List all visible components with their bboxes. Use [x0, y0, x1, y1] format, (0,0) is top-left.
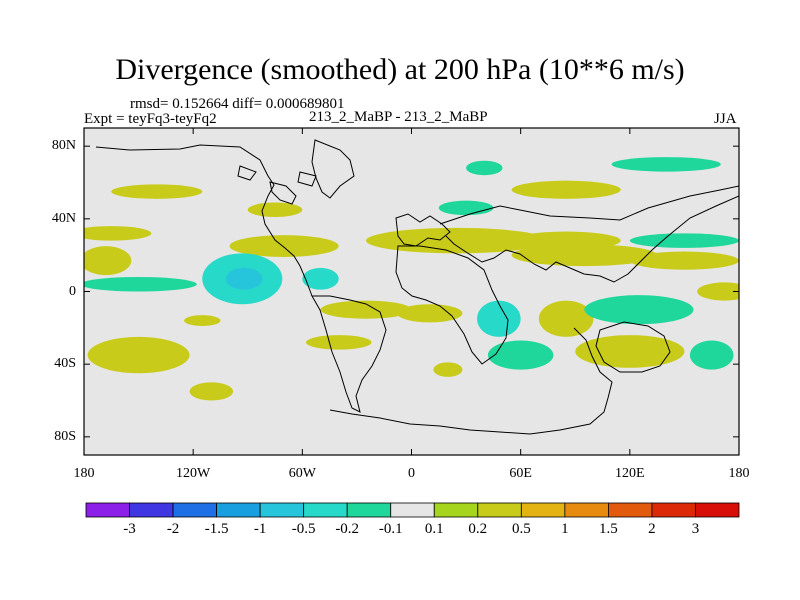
stats-label: rmsd= 0.152664 diff= 0.000689801 [130, 96, 345, 112]
y-tick-label: 40N [51, 210, 76, 226]
contour-region-6 [629, 251, 739, 270]
colorbar-label: -1 [253, 521, 267, 537]
y-tick-label: 80N [51, 138, 76, 154]
y-tick-label: 80S [54, 428, 76, 444]
contour-region-0 [366, 227, 548, 254]
coastline-greenland [311, 139, 355, 199]
contour-region-5 [629, 233, 739, 248]
experiment-label: Expt = teyFq3-teyFq2 [84, 111, 217, 127]
contour-region-8 [84, 246, 132, 276]
contour-region-10 [225, 267, 263, 290]
contour-region-2 [84, 226, 152, 241]
comparison-label: 213_2_MaBP - 213_2_MaBP [309, 109, 488, 125]
x-tick-label: 60W [288, 466, 316, 481]
colorbar-label: 3 [691, 521, 700, 537]
colorbar-swatch [564, 502, 609, 518]
contour-region-15 [477, 300, 521, 337]
contour-region-13 [320, 300, 412, 319]
coastline-asia [439, 185, 739, 283]
contour-region-26 [111, 184, 203, 199]
x-tick-label: 0 [408, 466, 415, 481]
x-tick-label: 60E [509, 466, 532, 481]
contour-region-22 [487, 340, 554, 370]
contour-region-16 [538, 300, 594, 337]
colorbar-swatch [346, 502, 392, 518]
x-tick-label: 120W [176, 466, 211, 481]
colorbar-label: 0.5 [511, 521, 531, 537]
colorbar-label: -3 [123, 521, 136, 537]
contour-region-4 [511, 244, 658, 267]
colorbar-swatch [695, 502, 740, 518]
colorbar-label: 1 [561, 521, 569, 537]
coastline-australia [595, 321, 671, 373]
colorbar-label: -0.5 [291, 521, 316, 537]
contour-region-29 [511, 180, 621, 199]
x-tick-label: 180 [73, 466, 95, 481]
plot-background [84, 128, 739, 455]
colorbar-swatch [85, 502, 130, 518]
coastline-hudson-bay [269, 181, 297, 205]
colorbar-label: -0.2 [335, 521, 360, 537]
contour-region-24 [689, 340, 734, 370]
colorbar-label: 0.1 [424, 521, 444, 537]
season-label: JJA [714, 111, 737, 127]
x-tick-label: 180 [728, 466, 750, 481]
colorbar-swatch [129, 502, 174, 518]
colorbar-label: 2 [648, 521, 656, 537]
coastline-north-america [95, 144, 313, 297]
y-tick-label: 0 [69, 283, 76, 299]
colorbar-swatch [608, 502, 653, 518]
contour-region-12 [184, 315, 221, 327]
y-tick-label: 40S [54, 356, 76, 372]
contour-region-28 [438, 200, 494, 216]
colorbar-label: 1.5 [599, 521, 618, 537]
colorbar-swatch [303, 502, 348, 518]
contour-region-31 [466, 160, 503, 176]
colorbar-swatch [259, 502, 305, 518]
contour-region-1 [229, 235, 339, 257]
coastline-antarctica [329, 327, 613, 435]
contour-region-14 [396, 304, 463, 323]
colorbar-swatch [477, 502, 522, 518]
coastline-south-america [311, 295, 387, 413]
colorbar-label: -1.5 [204, 521, 229, 537]
contour-region-11 [302, 267, 339, 290]
contour-region-25 [433, 362, 463, 377]
colorbar-swatch [433, 502, 479, 518]
contour-region-18 [697, 282, 739, 301]
contour-region-17 [584, 295, 694, 325]
contour-region-19 [87, 336, 190, 374]
contour-region-21 [305, 335, 372, 350]
colorbar-label: -0.1 [378, 521, 403, 537]
contour-region-30 [611, 157, 721, 172]
coastline-arctic-islands [237, 165, 317, 187]
coastline-europe [395, 213, 451, 247]
colorbar-swatch [172, 502, 217, 518]
coastline-africa [395, 245, 509, 365]
colorbar-swatch [520, 502, 566, 518]
chart-title: Divergence (smoothed) at 200 hPa (10**6 … [115, 53, 685, 86]
colorbar-swatch [390, 502, 435, 518]
colorbar-swatch [216, 502, 261, 518]
contour-region-20 [189, 382, 234, 401]
x-tick-label: 120E [615, 466, 645, 481]
colorbar-swatch [651, 502, 696, 518]
colorbar-label: -2 [166, 521, 180, 537]
contour-region-27 [247, 202, 303, 218]
contour-region-23 [575, 335, 685, 368]
contour-region-7 [84, 276, 197, 292]
colorbar-label: 0.2 [468, 521, 488, 537]
